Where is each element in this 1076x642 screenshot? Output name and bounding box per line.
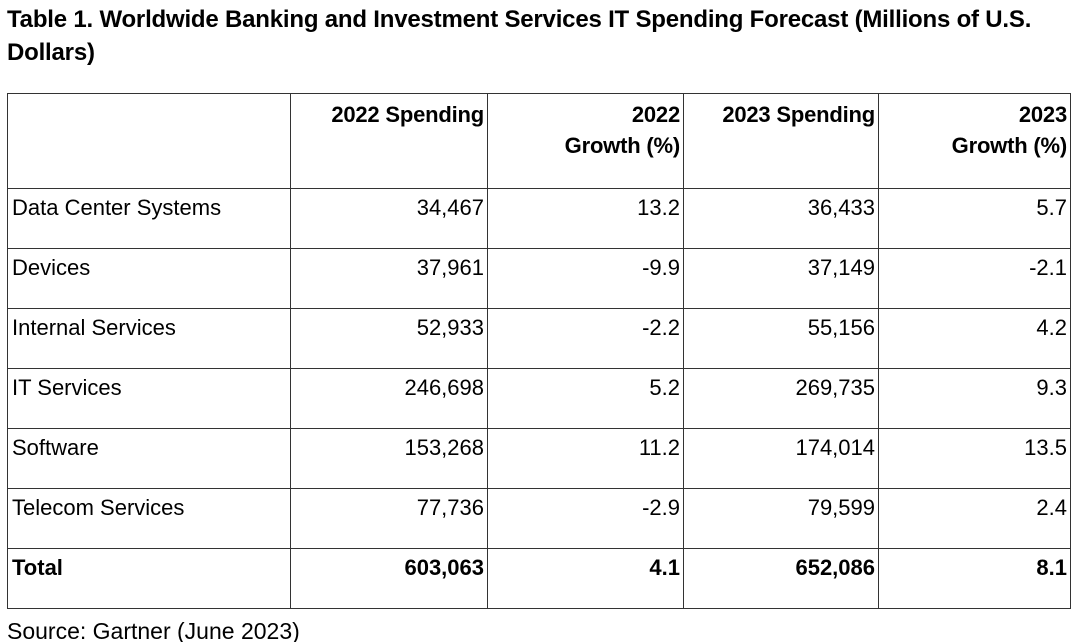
- cell-2022-growth: 5.2: [487, 368, 684, 429]
- cell-2023-growth: 4.2: [878, 308, 1071, 369]
- column-header-line: Growth (%): [564, 133, 681, 158]
- cell-2023-spending: 37,149: [683, 248, 879, 309]
- cell-total-2023-spending: 652,086: [683, 548, 879, 609]
- column-header-2022-growth: 2022 Growth (%): [487, 93, 684, 189]
- cell-2023-spending: 269,735: [683, 368, 879, 429]
- table-row-it-services: IT Services 246,698 5.2 269,735 9.3: [7, 368, 1071, 429]
- spending-forecast-table: 2022 Spending 2022 Growth (%) 2023 Spend…: [7, 93, 1071, 609]
- table-row-total: Total 603,063 4.1 652,086 8.1: [7, 548, 1071, 609]
- cell-total-2022-growth: 4.1: [487, 548, 684, 609]
- table-row-internal-services: Internal Services 52,933 -2.2 55,156 4.2: [7, 308, 1071, 369]
- table-title: Table 1. Worldwide Banking and Investmen…: [7, 6, 1032, 66]
- row-label: IT Services: [7, 368, 291, 429]
- column-header-blank: [7, 93, 291, 189]
- row-label: Software: [7, 428, 291, 489]
- row-label: Telecom Services: [7, 488, 291, 549]
- cell-2022-spending: 153,268: [290, 428, 488, 489]
- cell-2022-spending: 246,698: [290, 368, 488, 429]
- cell-2022-spending: 52,933: [290, 308, 488, 369]
- cell-2022-growth: 11.2: [487, 428, 684, 489]
- row-label: Devices: [7, 248, 291, 309]
- column-header-line: 2022: [631, 102, 680, 127]
- cell-2023-growth: 5.7: [878, 188, 1071, 249]
- cell-2022-spending: 34,467: [290, 188, 488, 249]
- column-header-line: 2022 Spending: [331, 102, 484, 127]
- table-row-devices: Devices 37,961 -9.9 37,149 -2.1: [7, 248, 1071, 309]
- column-header-2022-spending: 2022 Spending: [290, 93, 488, 189]
- source-note: Source: Gartner (June 2023): [7, 618, 300, 642]
- cell-2023-growth: 13.5: [878, 428, 1071, 489]
- cell-2023-spending: 55,156: [683, 308, 879, 369]
- cell-total-2022-spending: 603,063: [290, 548, 488, 609]
- cell-2023-spending: 36,433: [683, 188, 879, 249]
- table-row-telecom-services: Telecom Services 77,736 -2.9 79,599 2.4: [7, 488, 1071, 549]
- cell-2022-growth: -9.9: [487, 248, 684, 309]
- cell-2022-growth: -2.2: [487, 308, 684, 369]
- cell-2023-growth: 2.4: [878, 488, 1071, 549]
- cell-2023-spending: 79,599: [683, 488, 879, 549]
- cell-2023-growth: -2.1: [878, 248, 1071, 309]
- cell-2022-spending: 37,961: [290, 248, 488, 309]
- table-row-data-center-systems: Data Center Systems 34,467 13.2 36,433 5…: [7, 188, 1071, 249]
- row-label: Internal Services: [7, 308, 291, 369]
- cell-total-2023-growth: 8.1: [878, 548, 1071, 609]
- row-label-total: Total: [7, 548, 291, 609]
- header-row: 2022 Spending 2022 Growth (%) 2023 Spend…: [7, 93, 1071, 189]
- column-header-line: 2023: [1018, 102, 1067, 127]
- cell-2022-growth: 13.2: [487, 188, 684, 249]
- cell-2023-growth: 9.3: [878, 368, 1071, 429]
- column-header-2023-growth: 2023 Growth (%): [878, 93, 1071, 189]
- row-label: Data Center Systems: [7, 188, 291, 249]
- column-header-2023-spending: 2023 Spending: [683, 93, 879, 189]
- cell-2022-spending: 77,736: [290, 488, 488, 549]
- cell-2022-growth: -2.9: [487, 488, 684, 549]
- column-header-line: 2023 Spending: [722, 102, 875, 127]
- cell-2023-spending: 174,014: [683, 428, 879, 489]
- column-header-line: Growth (%): [951, 133, 1068, 158]
- table-row-software: Software 153,268 11.2 174,014 13.5: [7, 428, 1071, 489]
